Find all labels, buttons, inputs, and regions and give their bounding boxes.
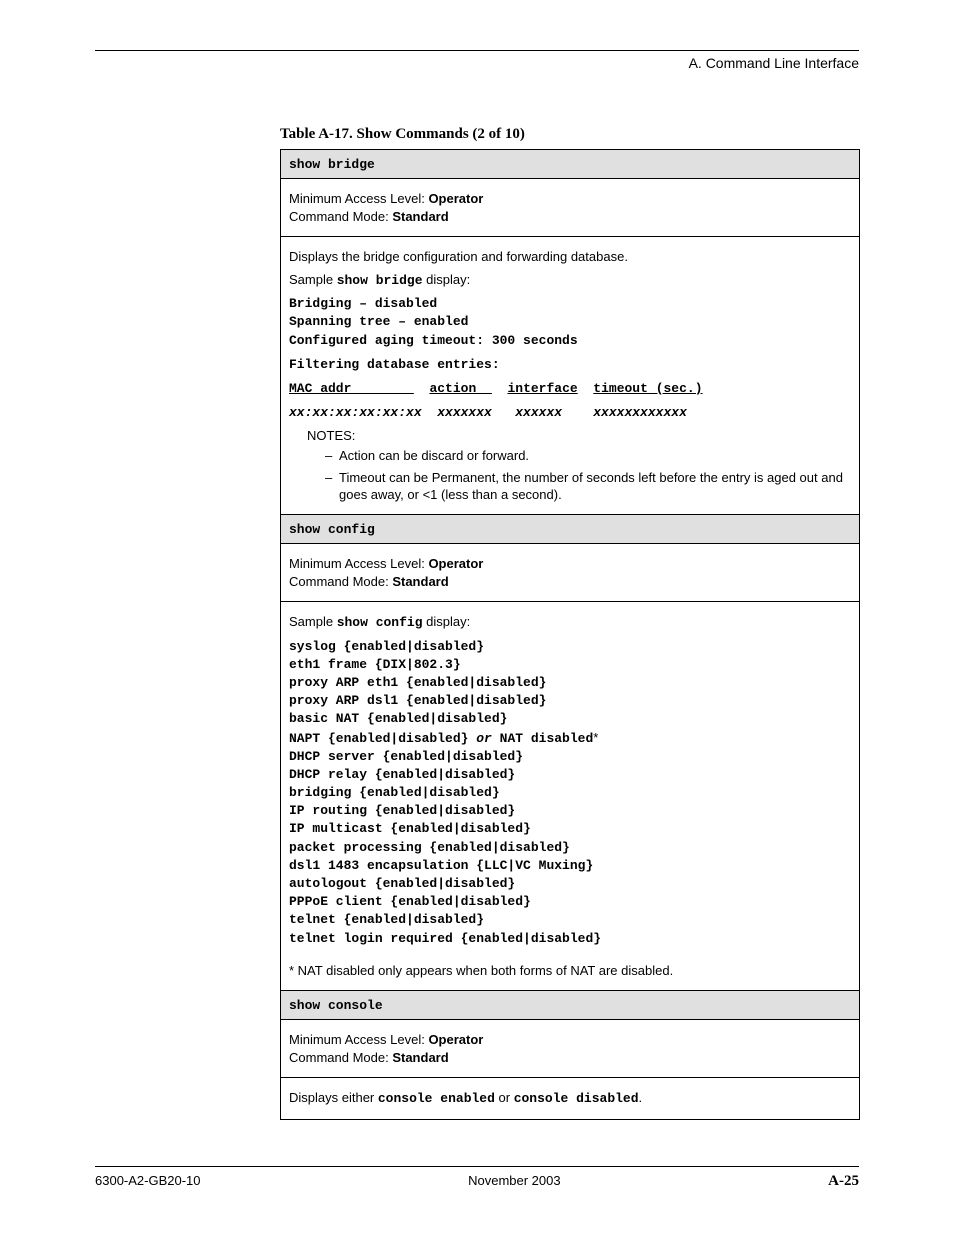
access-value: Operator <box>428 191 483 206</box>
cfg-footnote: * NAT disabled only appears when both fo… <box>289 962 851 980</box>
footer-center: November 2003 <box>468 1173 561 1190</box>
footer-page: A-25 <box>828 1173 859 1190</box>
cfg-l11: IP multicast {enabled|disabled} <box>289 821 531 836</box>
cmd-header-show-console: show console <box>281 991 860 1020</box>
sample-suffix: display: <box>423 272 471 287</box>
cfg-l12: packet processing {enabled|disabled} <box>289 840 570 855</box>
access-value: Operator <box>428 1032 483 1047</box>
cmd2-body: Sample show config display: syslog {enab… <box>281 602 860 991</box>
sample-cmd: show bridge <box>337 273 423 288</box>
col-timeout: timeout (sec.) <box>593 381 702 396</box>
col-interface: interface <box>507 381 577 396</box>
cfg-l17: telnet login required {enabled|disabled} <box>289 931 601 946</box>
mode-value: Standard <box>392 1050 448 1065</box>
table-caption: Table A-17. Show Commands (2 of 10) <box>280 126 860 143</box>
sample-prefix: Sample <box>289 272 337 287</box>
mode-label: Command Mode: <box>289 1050 392 1065</box>
cfg-l9: bridging {enabled|disabled} <box>289 785 500 800</box>
desc-e: . <box>639 1090 643 1105</box>
cfg-l2: eth1 frame {DIX|802.3} <box>289 657 461 672</box>
cfg-l13: dsl1 1483 encapsulation {LLC|VC Muxing} <box>289 858 593 873</box>
cfg-l1: syslog {enabled|disabled} <box>289 639 484 654</box>
access-label: Minimum Access Level: <box>289 556 428 571</box>
cmd1-body: Displays the bridge configuration and fo… <box>281 237 860 515</box>
cfg-l16: telnet {enabled|disabled} <box>289 912 484 927</box>
cmd-title: show console <box>289 998 383 1013</box>
access-label: Minimum Access Level: <box>289 1032 428 1047</box>
cfg-l5: basic NAT {enabled|disabled} <box>289 711 507 726</box>
desc-a: Displays either <box>289 1090 378 1105</box>
cmd-title: show bridge <box>289 157 375 172</box>
notes-block: NOTES: Action can be discard or forward.… <box>307 428 851 504</box>
sample-cmd: show config <box>337 615 423 630</box>
out-l4: Filtering database entries: <box>289 357 500 372</box>
cmd-header-show-config: show config <box>281 514 860 543</box>
cmd-header-show-bridge: show bridge <box>281 150 860 179</box>
cmd2-access: Minimum Access Level: Operator Command M… <box>281 543 860 601</box>
note-1: Action can be discard or forward. <box>325 447 851 465</box>
cfg-l6b: or <box>476 731 492 746</box>
cfg-l6c: NAT disabled <box>492 731 593 746</box>
sample-suffix: display: <box>423 614 471 629</box>
mode-value: Standard <box>392 574 448 589</box>
running-header: A. Command Line Interface <box>95 55 859 71</box>
notes-label: NOTES: <box>307 428 355 443</box>
mode-value: Standard <box>392 209 448 224</box>
mode-label: Command Mode: <box>289 574 392 589</box>
cfg-l3: proxy ARP eth1 {enabled|disabled} <box>289 675 546 690</box>
cfg-l15: PPPoE client {enabled|disabled} <box>289 894 531 909</box>
cfg-l6a: NAPT {enabled|disabled} <box>289 731 476 746</box>
cmd1-desc: Displays the bridge configuration and fo… <box>289 248 851 266</box>
header-rule <box>95 50 859 51</box>
out-l2: Spanning tree – enabled <box>289 314 468 329</box>
data-row: xx:xx:xx:xx:xx:xx xxxxxxx xxxxxx xxxxxxx… <box>289 405 687 420</box>
col-mac: MAC addr <box>289 381 414 396</box>
footer-left: 6300-A2-GB20-10 <box>95 1173 201 1190</box>
desc-b: console enabled <box>378 1091 495 1106</box>
access-value: Operator <box>428 556 483 571</box>
desc-d: console disabled <box>514 1091 639 1106</box>
mode-label: Command Mode: <box>289 209 392 224</box>
sample-prefix: Sample <box>289 614 337 629</box>
commands-table: show bridge Minimum Access Level: Operat… <box>280 149 860 1120</box>
col-action: action <box>429 381 491 396</box>
cfg-l10: IP routing {enabled|disabled} <box>289 803 515 818</box>
cmd3-body: Displays either console enabled or conso… <box>281 1078 860 1120</box>
cmd1-access: Minimum Access Level: Operator Command M… <box>281 179 860 237</box>
cmd3-access: Minimum Access Level: Operator Command M… <box>281 1020 860 1078</box>
cfg-l7: DHCP server {enabled|disabled} <box>289 749 523 764</box>
access-label: Minimum Access Level: <box>289 191 428 206</box>
cfg-l14: autologout {enabled|disabled} <box>289 876 515 891</box>
cfg-l4: proxy ARP dsl1 {enabled|disabled} <box>289 693 546 708</box>
cfg-l8: DHCP relay {enabled|disabled} <box>289 767 515 782</box>
content-area: Table A-17. Show Commands (2 of 10) show… <box>280 126 860 1120</box>
desc-c: or <box>495 1090 514 1105</box>
page: A. Command Line Interface Table A-17. Sh… <box>0 0 954 1235</box>
footer: 6300-A2-GB20-10 November 2003 A-25 <box>95 1166 859 1190</box>
note-2: Timeout can be Permanent, the number of … <box>325 469 851 504</box>
cmd-title: show config <box>289 522 375 537</box>
out-l1: Bridging – disabled <box>289 296 437 311</box>
cfg-l6d: * <box>593 730 598 745</box>
out-l3: Configured aging timeout: 300 seconds <box>289 333 578 348</box>
